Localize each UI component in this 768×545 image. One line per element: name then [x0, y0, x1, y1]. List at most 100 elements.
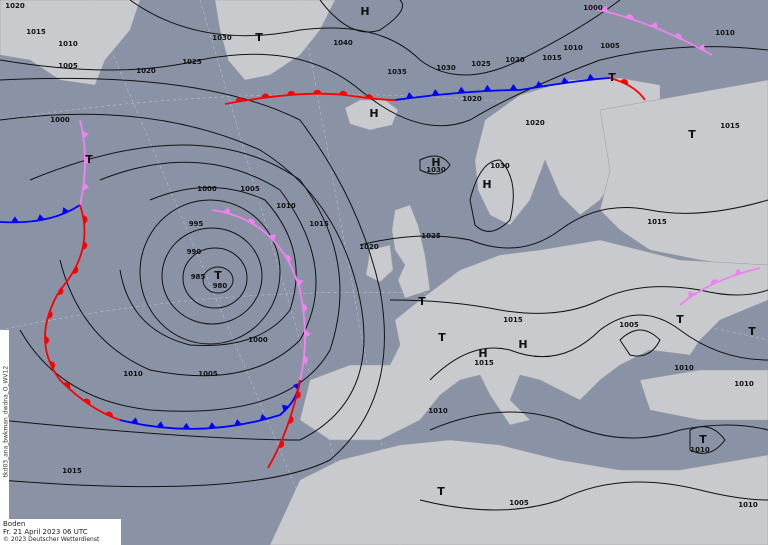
isobar-label: 1000: [248, 336, 268, 344]
isobar-label: 1040: [333, 39, 353, 47]
isobar-label: 1025: [471, 60, 491, 68]
front-semicircle-marker: [620, 79, 629, 85]
isobar-label: 1010: [690, 446, 710, 454]
front-semicircle-marker: [288, 415, 294, 424]
map-legend: Boden Fr. 21 April 2023 06 UTC © 2023 De…: [0, 519, 121, 545]
isobar-label: 1015: [309, 220, 329, 228]
isobar-label: 1005: [240, 185, 260, 193]
front-semicircle-marker: [710, 279, 719, 286]
low-pressure-center: T: [255, 31, 263, 44]
front-semicircle-marker: [57, 287, 64, 295]
isobar-label: 1015: [720, 122, 740, 130]
isobar-label: 1030: [426, 166, 446, 174]
front-triangle-marker: [296, 278, 304, 287]
isobar-label: 1025: [421, 232, 441, 240]
front-triangle-marker: [561, 77, 569, 84]
front-triangle-marker: [535, 80, 544, 88]
isobar-label: 1010: [58, 40, 78, 48]
front-semicircle-marker: [82, 215, 88, 224]
front-triangle-marker: [586, 73, 595, 81]
isobar-label: 1020: [136, 67, 156, 75]
front-triangle-marker: [688, 291, 696, 299]
occlusion-northeast: [589, 7, 713, 56]
datetime-label: Fr. 21 April 2023 06 UTC: [3, 528, 88, 536]
europe-land: [299, 239, 768, 441]
front-triangle-marker: [130, 417, 139, 425]
front-semicircle-marker: [83, 398, 91, 405]
warm-front-north: [224, 92, 396, 105]
front-semicircle-marker: [105, 411, 113, 418]
isobar-label: 1015: [26, 28, 46, 36]
front-semicircle-marker: [625, 14, 634, 20]
isobar-label: 1020: [505, 56, 525, 64]
front-triangle-marker: [36, 214, 45, 221]
isobar-label: 1010: [738, 501, 758, 509]
isobar-label: 1000: [583, 4, 603, 12]
fronts: [0, 5, 761, 469]
turkey-land: [639, 369, 768, 421]
high-pressure-center: H: [431, 156, 440, 169]
front-triangle-marker: [697, 43, 705, 51]
high-pressure-center: H: [518, 338, 527, 351]
front-semicircle-marker: [47, 310, 53, 319]
britain-land: [391, 204, 431, 299]
greenland-land: [214, 0, 336, 81]
isobar-label: 1020: [359, 243, 379, 251]
cold-front-south: [119, 379, 301, 430]
front-semicircle-marker: [302, 304, 307, 312]
isobar-label: 1010: [276, 202, 296, 210]
isobar-label: 1010: [428, 407, 448, 415]
front-triangle-marker: [156, 421, 165, 428]
high-pressure-center: H: [482, 178, 491, 191]
front-triangle-marker: [82, 182, 90, 191]
front-semicircle-marker: [303, 355, 308, 364]
low-pressure-center: T: [85, 153, 93, 166]
front-triangle-marker: [208, 422, 217, 429]
front-semicircle-marker: [247, 218, 255, 225]
isobar-label: 1005: [600, 42, 620, 50]
labrador-land: [0, 0, 141, 86]
isobar-label: 1020: [5, 2, 25, 10]
product-id: tkd03_ana_bwkman_dwdna_O_WV12: [2, 365, 10, 478]
low-pressure-center: T: [418, 295, 426, 308]
copyright-label: © 2023 Deutscher Wetterdienst: [3, 536, 100, 543]
front-triangle-marker: [268, 234, 276, 242]
low-pressure-center: T: [438, 331, 446, 344]
isobar-label: 1020: [525, 119, 545, 127]
isobar-label: 1025: [182, 58, 202, 66]
low-pressure-center: T: [214, 269, 222, 282]
isobar-label: 1010: [674, 364, 694, 372]
isobar-label: 1015: [542, 54, 562, 62]
front-semicircle-marker: [44, 336, 50, 345]
isobar-label: 1020: [462, 95, 482, 103]
front-semicircle-marker: [49, 361, 56, 369]
isobar-label: 1000: [50, 116, 70, 124]
front-triangle-marker: [431, 89, 440, 96]
cold-front-north: [394, 77, 611, 101]
isobar-label: 1005: [619, 321, 639, 329]
front-triangle-marker: [182, 422, 191, 429]
low-pressure-center: T: [676, 313, 684, 326]
front-semicircle-marker: [365, 94, 374, 99]
front-semicircle-marker: [63, 382, 71, 389]
cold-front-west: [0, 204, 81, 224]
front-triangle-marker: [282, 404, 290, 412]
occlusion-main: [211, 209, 306, 381]
warm-front-west: [44, 204, 121, 421]
isobar-label: 995: [189, 220, 204, 228]
front-semicircle-marker: [82, 241, 88, 250]
level-label: Boden: [3, 520, 26, 528]
isobar-label: 1005: [58, 62, 78, 70]
front-triangle-marker: [234, 419, 242, 426]
high-pressure-center: H: [369, 107, 378, 120]
high-pressure-center: H: [360, 5, 369, 18]
isobar-label: 1015: [62, 467, 82, 475]
front-triangle-marker: [600, 5, 609, 13]
isobar-label: 1005: [198, 370, 218, 378]
isobar-label: 980: [213, 282, 228, 290]
warm-front-south: [267, 379, 301, 469]
front-triangle-marker: [304, 329, 311, 338]
front-triangle-marker: [483, 84, 492, 92]
low-pressure-center: T: [437, 485, 445, 498]
